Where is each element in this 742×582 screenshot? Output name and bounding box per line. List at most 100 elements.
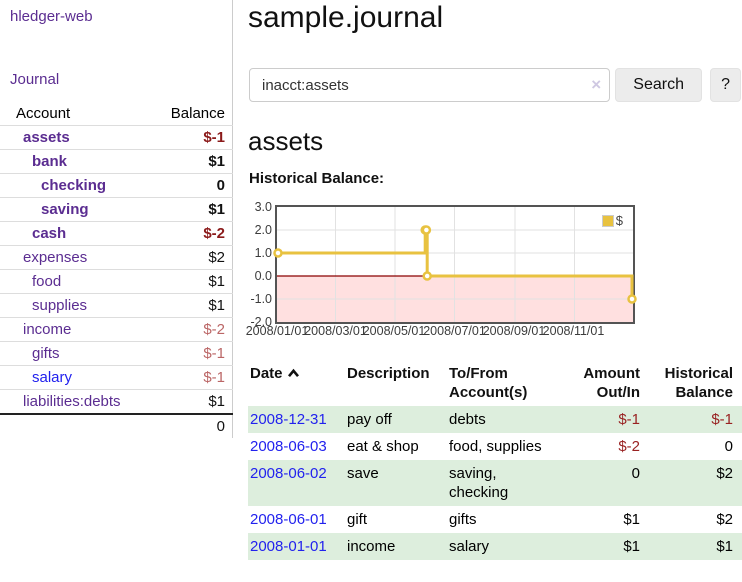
account-balance: $1 bbox=[163, 293, 233, 318]
account-link[interactable]: liabilities:debts bbox=[23, 393, 121, 410]
transaction-amount: $-1 bbox=[618, 411, 640, 428]
transaction-date-link[interactable]: 2008-12-31 bbox=[250, 411, 327, 428]
transaction-amount: $-2 bbox=[618, 438, 640, 455]
account-balance: $1 bbox=[163, 197, 233, 222]
account-balance: $2 bbox=[163, 245, 233, 270]
search-form: × Search ? bbox=[249, 68, 741, 102]
register-row[interactable]: 2008-01-01 income salary $1 $1 bbox=[248, 533, 742, 560]
register-row[interactable]: 2008-06-03 eat & shop food, supplies $-2… bbox=[248, 433, 742, 460]
x-tick: 2008/07/01 bbox=[423, 324, 486, 338]
transaction-balance: 0 bbox=[724, 438, 733, 455]
accounts-total-row: 0 bbox=[0, 413, 233, 438]
transaction-accounts: saving, checking bbox=[449, 465, 509, 501]
account-row-supplies: supplies $1 bbox=[0, 293, 233, 318]
account-row-saving: saving $1 bbox=[0, 197, 233, 222]
transaction-description: gift bbox=[347, 511, 368, 528]
account-balance: $1 bbox=[208, 393, 225, 410]
account-balance: $-2 bbox=[163, 317, 233, 342]
transaction-description: save bbox=[347, 465, 379, 482]
account-row-assets: assets $-1 bbox=[0, 125, 233, 150]
register-table: Date Description To/From Account(s) Amou… bbox=[248, 360, 742, 560]
plot-canvas bbox=[273, 207, 637, 322]
account-row-gifts: gifts $-1 bbox=[0, 341, 233, 366]
account-link[interactable]: bank bbox=[32, 153, 68, 170]
register-header-amount: Amount Out/In bbox=[583, 365, 640, 401]
nav-journal-link[interactable]: Journal bbox=[10, 71, 60, 88]
historical-balance-chart: 3.0 2.0 1.0 0.0 -1.0 -2.0 bbox=[245, 200, 642, 345]
register-header-accounts: To/From Account(s) bbox=[449, 365, 528, 401]
account-link[interactable]: cash bbox=[32, 225, 67, 242]
help-button[interactable]: ? bbox=[710, 68, 741, 102]
transaction-date-link[interactable]: 2008-01-01 bbox=[250, 538, 327, 555]
accounts-total: 0 bbox=[163, 413, 233, 438]
date-header-label: Date bbox=[250, 365, 283, 382]
x-tick: 2008/05/01 bbox=[362, 324, 426, 338]
y-tick: 2.0 bbox=[254, 223, 272, 237]
account-row-salary: salary $-1 bbox=[0, 365, 233, 390]
account-link[interactable]: income bbox=[23, 321, 72, 338]
account-balance: $-1 bbox=[163, 365, 233, 390]
account-link[interactable]: salary bbox=[32, 369, 73, 386]
account-row-food: food $1 bbox=[0, 269, 233, 294]
transaction-accounts: gifts bbox=[449, 511, 477, 528]
register-header-row: Date Description To/From Account(s) Amou… bbox=[248, 360, 742, 406]
account-row-expenses: expenses $2 bbox=[0, 245, 233, 270]
account-link[interactable]: expenses bbox=[23, 249, 88, 266]
accounts-header-row: Account Balance bbox=[0, 102, 233, 126]
accounts-header-balance: Balance bbox=[163, 102, 233, 126]
gridlines bbox=[277, 207, 633, 322]
x-tick: 2008/11/01 bbox=[542, 324, 605, 338]
sort-ascending-icon bbox=[287, 364, 300, 383]
transaction-description: income bbox=[347, 538, 396, 555]
account-balance: 0 bbox=[163, 173, 233, 198]
account-link[interactable]: assets bbox=[23, 129, 70, 146]
x-tick: 2008/01/01 bbox=[245, 324, 309, 338]
app-title-link[interactable]: hledger-web bbox=[10, 8, 93, 25]
accounts-table: Account Balance assets $-1 bank $1 check… bbox=[0, 102, 233, 438]
transaction-accounts: food, supplies bbox=[449, 438, 542, 455]
legend-label: $ bbox=[615, 213, 623, 228]
data-point-markers bbox=[273, 225, 637, 304]
search-input[interactable] bbox=[249, 68, 611, 102]
account-link[interactable]: saving bbox=[41, 201, 89, 218]
account-balance: $1 bbox=[163, 269, 233, 294]
y-tick: -1.0 bbox=[250, 292, 272, 306]
account-link[interactable]: supplies bbox=[32, 297, 88, 314]
register-row[interactable]: 2008-12-31 pay off debts $-1 $-1 bbox=[248, 406, 742, 433]
account-row-checking: checking 0 bbox=[0, 173, 233, 198]
plot-area[interactable]: $ bbox=[273, 205, 637, 324]
account-row-cash: cash $-2 bbox=[0, 221, 233, 246]
transaction-accounts: debts bbox=[449, 411, 486, 428]
account-link[interactable]: gifts bbox=[32, 345, 60, 362]
account-link[interactable]: checking bbox=[41, 177, 107, 194]
page-title: sample.journal bbox=[248, 1, 444, 34]
y-tick: 1.0 bbox=[254, 246, 272, 260]
chart-title: Historical Balance: bbox=[249, 170, 385, 187]
transaction-amount: $1 bbox=[623, 538, 640, 555]
transaction-amount: $1 bbox=[623, 511, 640, 528]
account-row-income: income $-2 bbox=[0, 317, 233, 342]
transaction-accounts: salary bbox=[449, 538, 490, 555]
account-row-bank: bank $1 bbox=[0, 149, 233, 174]
account-heading: assets bbox=[248, 126, 324, 156]
y-tick: 3.0 bbox=[254, 200, 272, 214]
transaction-date-link[interactable]: 2008-06-03 bbox=[250, 438, 327, 455]
register-header-date[interactable]: Date bbox=[248, 360, 345, 406]
transaction-date-link[interactable]: 2008-06-02 bbox=[250, 465, 327, 482]
sidebar: hledger-web Journal Account Balance asse… bbox=[0, 0, 233, 438]
register-row[interactable]: 2008-06-01 gift gifts $1 $2 bbox=[248, 506, 742, 533]
register-row[interactable]: 2008-06-02 save saving, checking 0 $2 bbox=[248, 460, 742, 506]
accounts-header-account: Account bbox=[0, 102, 163, 126]
search-button[interactable]: Search bbox=[615, 68, 703, 102]
account-link[interactable]: food bbox=[32, 273, 62, 290]
clear-search-icon[interactable]: × bbox=[591, 75, 602, 94]
register-header-balance: Historical Balance bbox=[664, 365, 733, 401]
transaction-amount: 0 bbox=[631, 465, 640, 482]
y-tick: 0.0 bbox=[254, 269, 272, 283]
x-tick: 2008/03/01 bbox=[304, 324, 367, 338]
transaction-date-link[interactable]: 2008-06-01 bbox=[250, 511, 327, 528]
account-row-liabilities-debts: liabilities:debts $1 bbox=[0, 390, 233, 415]
chart-legend: $ bbox=[599, 212, 625, 229]
legend-swatch bbox=[601, 214, 614, 227]
account-balance: $-1 bbox=[163, 125, 233, 150]
